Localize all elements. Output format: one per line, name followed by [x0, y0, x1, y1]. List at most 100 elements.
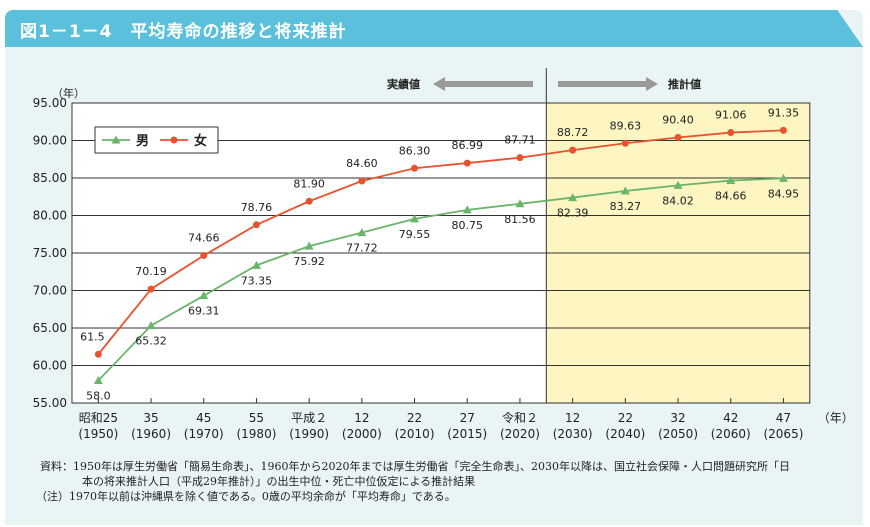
data-point	[357, 228, 367, 237]
figure-title: 図1－1－4 平均寿命の推移と将来推計	[20, 22, 347, 42]
left-arrow-icon	[433, 77, 533, 91]
data-point	[411, 164, 419, 172]
data-label: 81.56	[504, 213, 536, 226]
y-axis-unit: （年）	[52, 86, 85, 100]
data-point	[462, 205, 472, 214]
data-point	[516, 154, 524, 162]
x-tick-year: (1980)	[236, 427, 276, 441]
y-tick-label: 70.00	[33, 284, 67, 298]
data-label: 90.40	[662, 114, 694, 127]
data-point	[200, 252, 208, 260]
series-line-男	[97, 177, 784, 382]
x-axis-unit: （年）	[818, 411, 854, 425]
x-tick-label: 12	[354, 411, 369, 425]
data-point	[673, 180, 683, 189]
data-label: 87.71	[504, 134, 536, 147]
data-label: 73.35	[241, 274, 273, 287]
y-tick-label: 95.00	[33, 96, 67, 110]
data-point	[568, 193, 578, 202]
data-label: 83.27	[610, 200, 642, 213]
data-point	[358, 177, 366, 185]
data-point	[410, 214, 420, 223]
note-text: 1970年以前は沖縄県を除く値である。0歳の平均余命が「平均寿命」である。	[69, 490, 456, 503]
data-label: 80.75	[452, 219, 484, 232]
data-point	[726, 176, 736, 185]
x-tick-year: (2050)	[658, 427, 698, 441]
data-label: 69.31	[188, 305, 220, 318]
data-point	[251, 260, 261, 269]
data-label: 84.95	[768, 187, 800, 200]
x-tick-label: 42	[723, 411, 738, 425]
source-note: 資料：1950年は厚生労働省「簡易生命表」、1960年から2020年までは厚生労…	[40, 458, 790, 474]
y-tick-label: 80.00	[33, 209, 67, 223]
x-tick-label: 47	[776, 411, 791, 425]
data-point	[252, 221, 260, 229]
x-tick-year: (1960)	[131, 427, 171, 441]
y-tick-label: 90.00	[33, 134, 67, 148]
projection-label: 推計値	[668, 77, 701, 91]
x-tick-label: 45	[196, 411, 211, 425]
y-tick-label: 85.00	[33, 171, 67, 185]
data-label: 86.99	[452, 139, 484, 152]
data-label: 75.92	[293, 255, 325, 268]
data-point	[620, 186, 630, 195]
data-label: 79.55	[399, 228, 431, 241]
y-tick-label: 55.00	[33, 396, 67, 410]
data-label: 65.32	[135, 335, 167, 348]
x-tick-label: 22	[618, 411, 633, 425]
data-point	[147, 285, 155, 293]
data-point	[779, 126, 787, 134]
x-tick-year: (2060)	[711, 427, 751, 441]
x-tick-year: (1950)	[78, 427, 118, 441]
source-label: 資料：	[40, 460, 73, 473]
legend-label: 男	[136, 134, 149, 149]
x-tick-label: 35	[143, 411, 158, 425]
data-label: 82.39	[557, 207, 589, 220]
data-label: 89.63	[610, 119, 642, 132]
x-tick-label: 昭和25	[79, 411, 118, 425]
data-point	[621, 139, 629, 147]
data-point	[463, 159, 471, 167]
x-tick-year: (2020)	[500, 427, 540, 441]
x-tick-label: 令和２	[502, 410, 538, 425]
y-tick-label: 65.00	[33, 321, 67, 335]
x-tick-label: 12	[565, 411, 580, 425]
data-point	[778, 173, 788, 182]
data-label: 81.90	[293, 177, 325, 190]
x-tick-year: (1990)	[289, 427, 329, 441]
data-label: 78.76	[241, 201, 273, 214]
x-tick-year: (2030)	[553, 427, 593, 441]
data-label: 77.72	[346, 242, 378, 255]
data-point	[304, 241, 314, 250]
data-point	[515, 199, 525, 208]
x-tick-label: 平成２	[291, 411, 327, 425]
data-label: 70.19	[135, 265, 167, 278]
data-label: 86.30	[399, 144, 431, 157]
data-label: 91.35	[768, 106, 800, 119]
data-label: 84.66	[715, 190, 747, 203]
data-label: 61.5	[80, 330, 105, 343]
x-tick-year: (2015)	[447, 427, 487, 441]
data-label: 84.02	[662, 194, 694, 207]
data-label: 91.06	[715, 109, 747, 122]
data-point	[569, 146, 577, 154]
y-tick-label: 60.00	[33, 359, 67, 373]
source-text: 1950年は厚生労働省「簡易生命表」、1960年から2020年までは厚生労働省「…	[73, 460, 790, 473]
note-label: （注）	[36, 490, 69, 503]
data-label: 58.0	[86, 390, 111, 403]
data-point	[199, 291, 209, 300]
x-tick-year: (2010)	[395, 427, 435, 441]
actual-label: 実績値	[387, 77, 420, 91]
right-arrow-icon	[558, 77, 658, 91]
title-bar	[5, 10, 863, 47]
data-label: 88.72	[557, 126, 589, 139]
x-tick-label: 55	[249, 411, 264, 425]
data-point	[94, 350, 102, 358]
data-point	[674, 134, 682, 141]
source-note-cont: 本の将来推計人口（平成29年推計）」の出生中位・死亡中位仮定による推計結果	[82, 475, 476, 488]
legend-label: 女	[194, 133, 207, 149]
series-line-女	[97, 129, 784, 355]
data-point	[305, 197, 313, 205]
data-label: 74.66	[188, 232, 220, 245]
